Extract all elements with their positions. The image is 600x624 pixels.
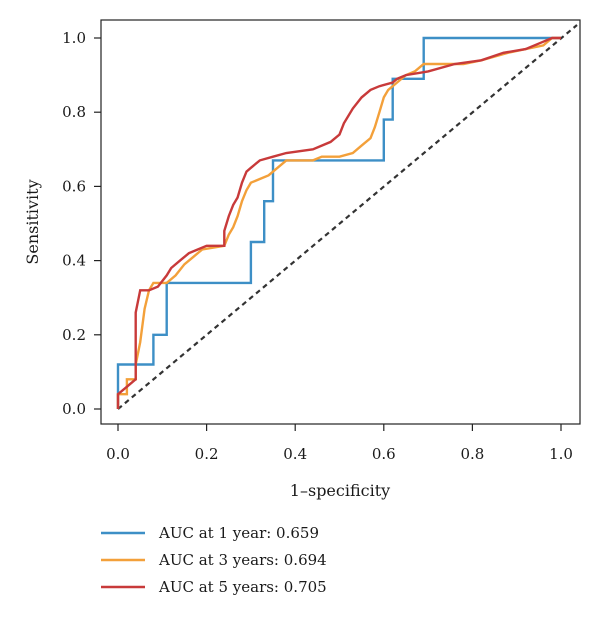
x-axis-label: 1–specificity [290,481,390,500]
y-tick-label: 0.4 [62,252,86,270]
legend: AUC at 1 year: 0.659 AUC at 3 years: 0.69… [101,524,327,596]
x-tick-label: 0.4 [283,445,307,463]
series-line-3 [116,36,561,409]
series-layer [116,36,561,409]
y-axis-label: Sensitivity [23,179,42,264]
x-tick-label: 0.8 [460,445,484,463]
x-tick-label: 0.0 [106,445,130,463]
x-tick-label: 1.0 [549,445,573,463]
legend-entry: AUC at 5 years: 0.705 [158,578,327,596]
y-tick-label: 0.2 [62,326,86,344]
legend-entry: AUC at 1 year: 0.659 [158,524,319,542]
x-tick-label: 0.6 [372,445,396,463]
y-tick-label: 0.6 [62,177,86,195]
plot-frame [100,19,581,425]
x-axis: 0.0 0.2 0.4 0.6 0.8 1.0 [106,424,573,463]
y-tick-label: 0.8 [62,103,86,121]
y-tick-label: 0.0 [62,400,86,418]
legend-entry: AUC at 3 years: 0.694 [158,551,327,569]
x-tick-label: 0.2 [195,445,219,463]
y-tick-label: 1.0 [62,29,86,47]
y-axis: 0.0 0.2 0.4 0.6 0.8 1.0 [62,29,101,418]
reference-diagonal [117,24,578,410]
